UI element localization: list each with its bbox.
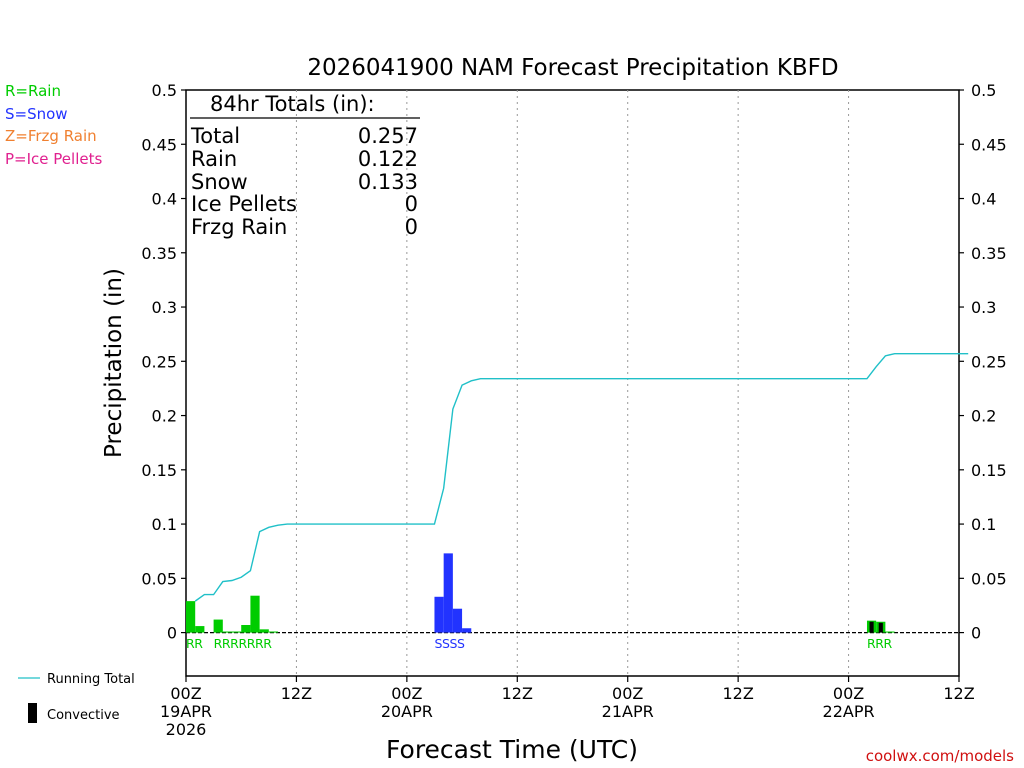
precip-bar — [213, 619, 223, 633]
precip-bar — [232, 631, 242, 633]
precip-bar — [250, 595, 260, 633]
y-tick-label-right: 0.25 — [971, 352, 1007, 371]
x-tick-label: 19APR — [160, 702, 212, 721]
totals-header: 84hr Totals (in): — [210, 92, 375, 116]
x-tick-label: 22APR — [823, 702, 875, 721]
x-tick-label: 20APR — [381, 702, 433, 721]
legend-snow: S=Snow — [5, 105, 68, 123]
running-total-path — [194, 353, 969, 602]
legend-rain: R=Rain — [5, 82, 61, 100]
x-tick-label: 12Z — [502, 684, 533, 703]
y-tick-label-left: 0.45 — [141, 135, 177, 154]
precip-bar — [195, 626, 205, 633]
precip-type-legend: R=Rain S=Snow Z=Frzg Rain P=Ice Pellets — [5, 82, 102, 168]
y-tick-label-right: 0.35 — [971, 244, 1007, 263]
totals-label-rain: Rain — [191, 147, 237, 171]
totals-label-total: Total — [190, 124, 240, 148]
y-tick-label-right: 0.5 — [971, 81, 996, 100]
totals-value-total: 0.257 — [358, 124, 418, 148]
plot-frame — [185, 89, 960, 677]
precip-bar — [443, 553, 453, 633]
y-tick-label-right: 0.1 — [971, 515, 996, 534]
precip-bar — [222, 631, 233, 633]
y-tick-label-left: 0.35 — [141, 244, 177, 263]
x-tick-label: 00Z — [170, 684, 201, 703]
convective-bar — [869, 621, 874, 633]
totals-value-ice-pellets: 0 — [405, 192, 418, 216]
x-axis-label: Forecast Time (UTC) — [386, 735, 638, 764]
x-tick-label: 12Z — [943, 684, 974, 703]
y-axis-ticks: 0 00.05 0.050.1 0.10.15 0.150.2 0.20.25 0.250.… — [141, 81, 1006, 643]
y-tick-label-right: 0 — [971, 624, 981, 643]
convective-legend-swatch — [28, 703, 37, 723]
totals-label-snow: Snow — [191, 170, 248, 194]
x-tick-label: 2026 — [166, 720, 207, 739]
precip-bar — [885, 631, 895, 633]
precip-bars — [186, 553, 895, 633]
y-tick-label-right: 0.4 — [971, 190, 996, 209]
y-tick-label-right: 0.3 — [971, 298, 996, 317]
y-tick-label-left: 0.5 — [152, 81, 177, 100]
x-tick-label: 00Z — [391, 684, 422, 703]
chart-title: 2026041900 NAM Forecast Precipitation KB… — [307, 55, 838, 81]
y-tick-label-left: 0.2 — [152, 407, 177, 426]
x-tick-label: 21APR — [602, 702, 654, 721]
precip-type-label: SSSS — [434, 636, 465, 651]
y-tick-label-left: 0.1 — [152, 515, 177, 534]
legend-ice-pellets: P=Ice Pellets — [5, 150, 102, 168]
line-legend: Running Total Convective — [18, 672, 135, 723]
precip-bar — [434, 596, 444, 633]
y-tick-label-left: 0 — [167, 624, 177, 643]
watermark-link[interactable]: coolwx.com/models — [866, 747, 1014, 765]
y-tick-label-right: 0.15 — [971, 461, 1007, 480]
y-tick-label-right: 0.45 — [971, 135, 1007, 154]
y-tick-label-left: 0.3 — [152, 298, 177, 317]
totals-value-snow: 0.133 — [358, 170, 418, 194]
totals-label-ice-pellets: Ice Pellets — [191, 192, 297, 216]
running-total-legend-label: Running Total — [47, 672, 135, 687]
x-tick-label: 12Z — [281, 684, 312, 703]
convective-bar — [878, 622, 883, 633]
precip-type-label: RRRRRRR — [214, 636, 273, 651]
precip-bar — [241, 624, 251, 633]
precip-bar — [186, 601, 196, 633]
totals-box: 84hr Totals (in): Total 0.257 Rain 0.122… — [190, 92, 420, 239]
y-tick-label-right: 0.2 — [971, 407, 996, 426]
y-tick-label-left: 0.15 — [141, 461, 177, 480]
totals-label-frzg-rain: Frzg Rain — [191, 215, 287, 239]
y-tick-label-left: 0.05 — [141, 569, 177, 588]
x-tick-label: 00Z — [612, 684, 643, 703]
precip-bar — [462, 628, 472, 633]
precip-bar — [259, 629, 269, 633]
precip-type-labels: RR RRRRRRR SSSS RRR — [186, 636, 893, 651]
vertical-gridlines — [295, 90, 850, 676]
y-tick-label-left: 0.25 — [141, 352, 177, 371]
y-axis-label: Precipitation (in) — [101, 268, 127, 458]
precip-type-label: RR — [186, 636, 203, 651]
precip-bar — [452, 608, 463, 633]
x-tick-label: 00Z — [833, 684, 864, 703]
totals-value-rain: 0.122 — [358, 147, 418, 171]
x-tick-label: 12Z — [722, 684, 753, 703]
y-tick-label-right: 0.05 — [971, 569, 1007, 588]
precip-bar — [268, 631, 279, 633]
running-total-line — [194, 353, 969, 602]
totals-value-frzg-rain: 0 — [405, 215, 418, 239]
convective-legend-label: Convective — [47, 708, 120, 723]
legend-frzg-rain: Z=Frzg Rain — [5, 127, 97, 145]
precip-type-label: RRR — [867, 636, 893, 651]
y-tick-label-left: 0.4 — [152, 190, 177, 209]
